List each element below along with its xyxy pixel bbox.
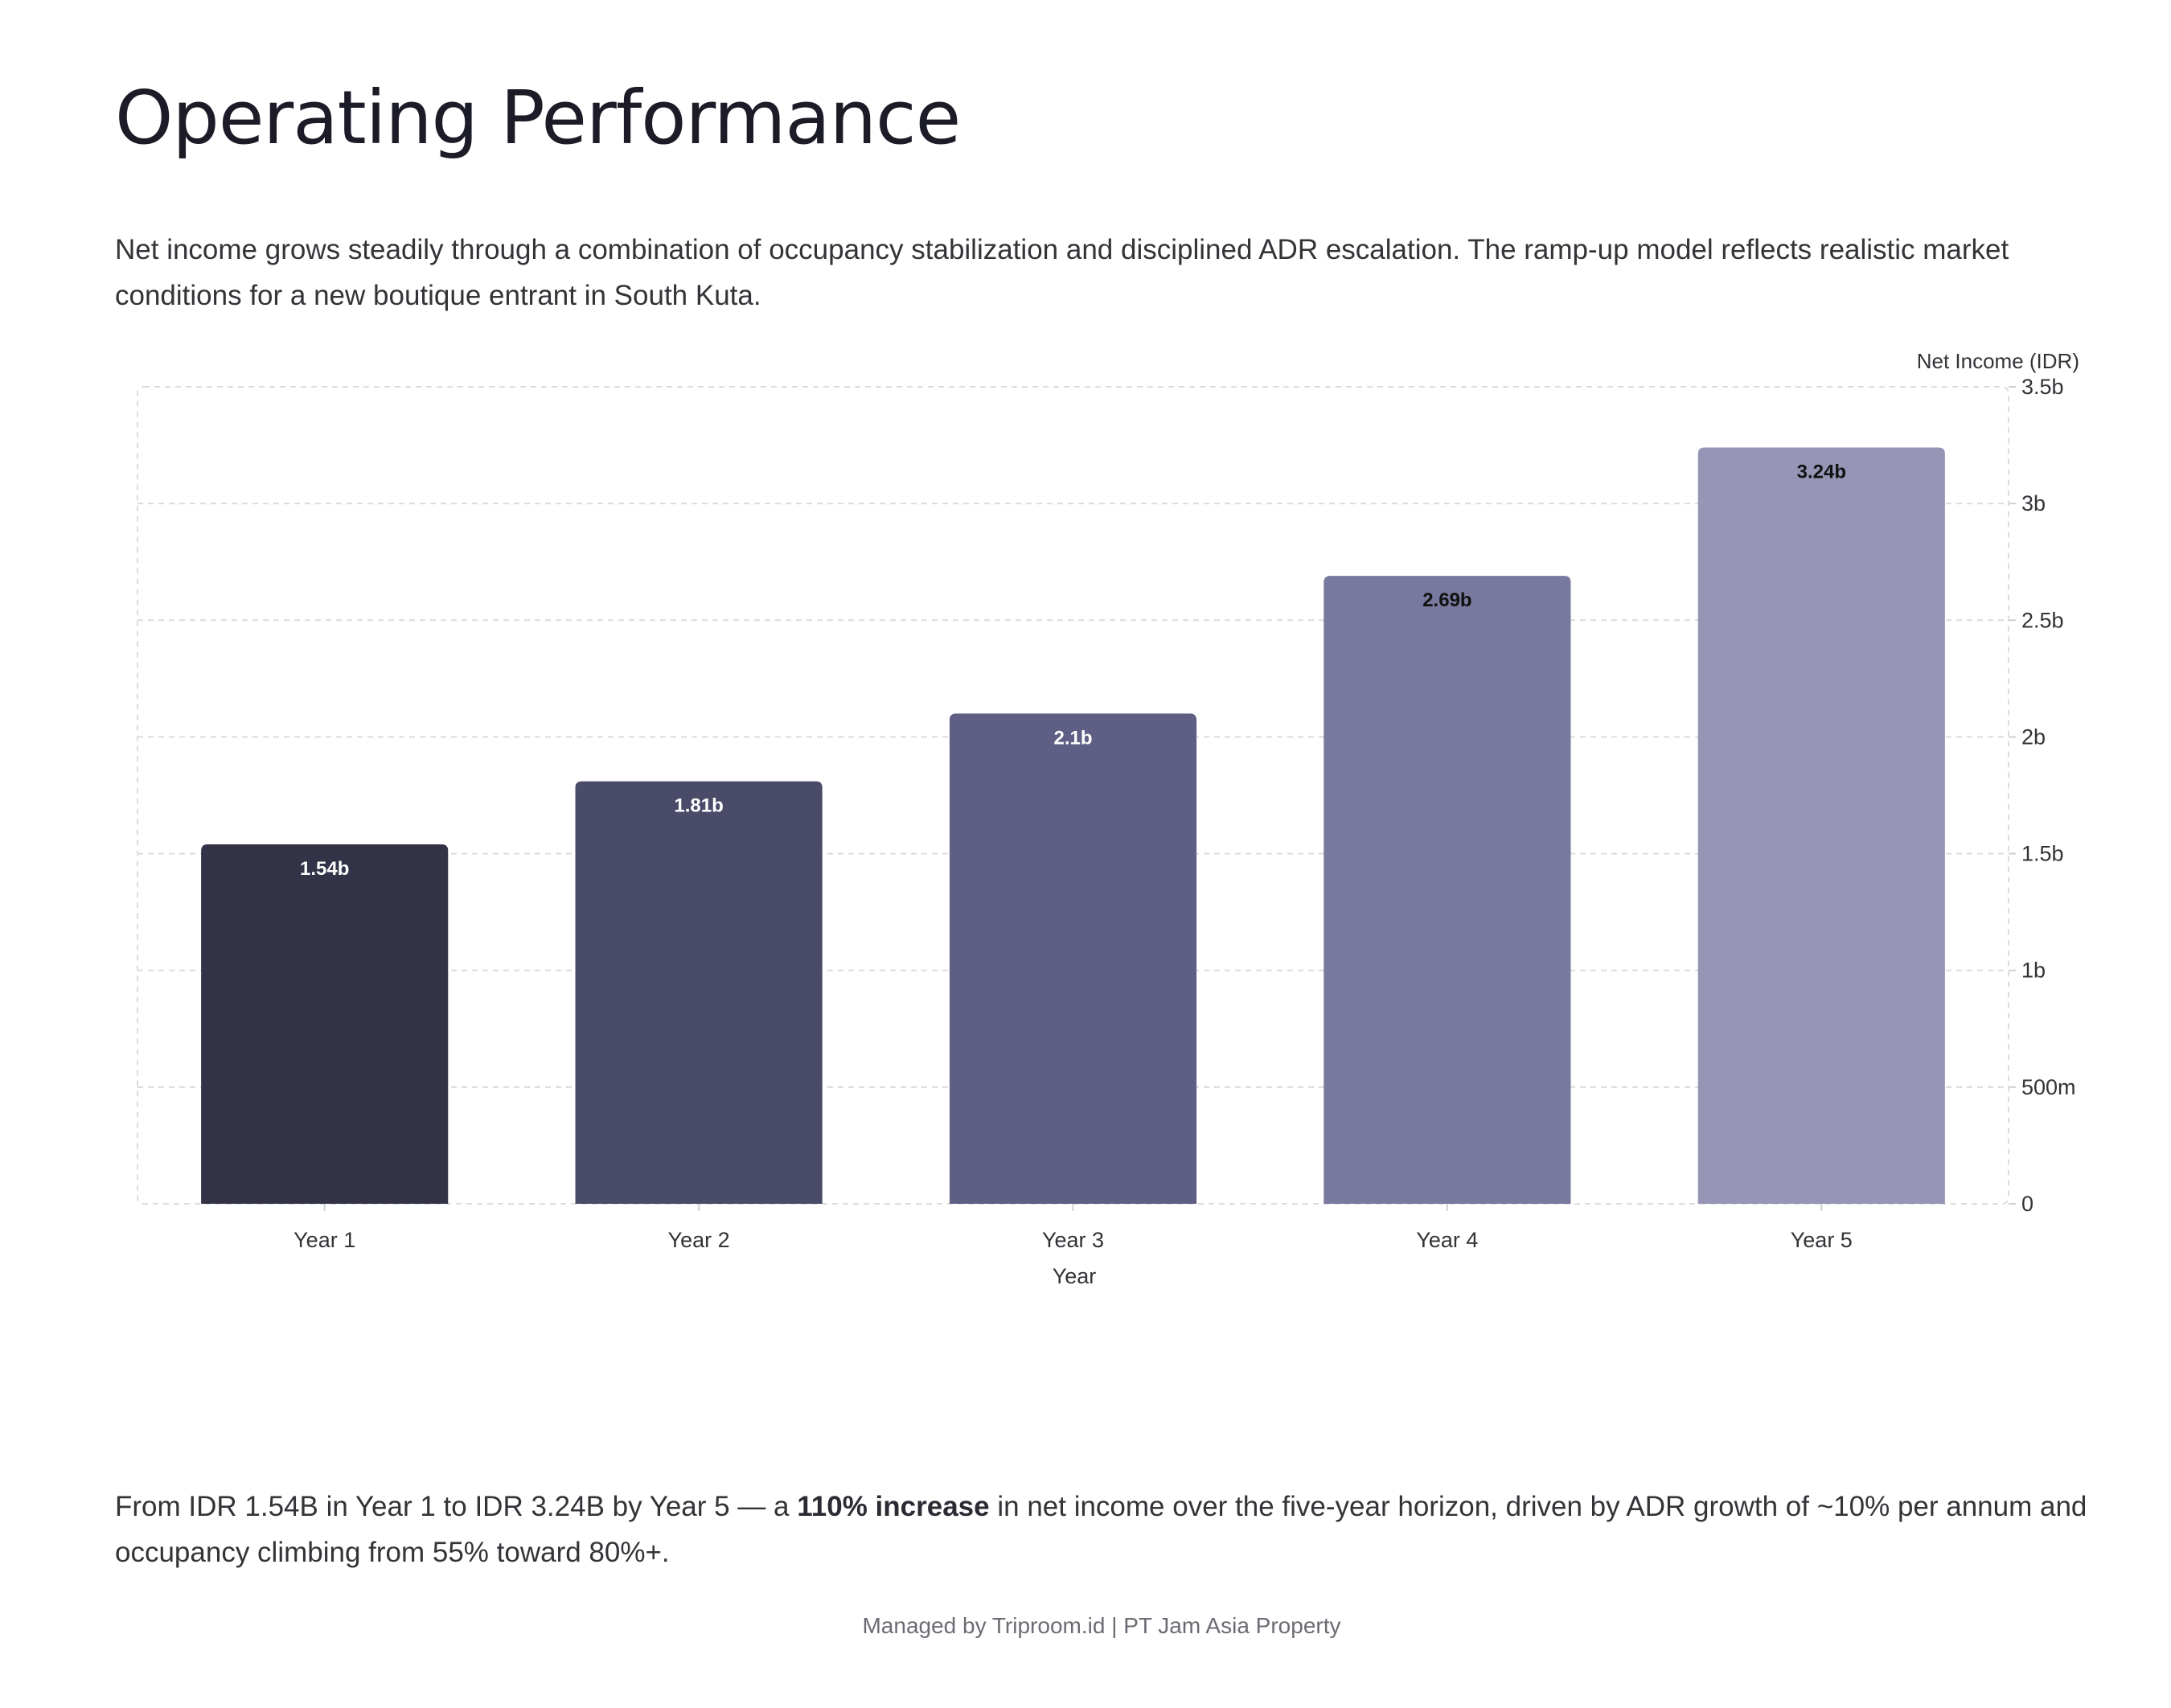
x-tick-label: Year 3 <box>1042 1228 1104 1252</box>
bar-data-label: 2.69b <box>1422 589 1471 611</box>
bar <box>949 713 1197 1204</box>
summary-text-end: in net income over the five-year horizon… <box>115 1491 2087 1568</box>
bar <box>1697 447 1945 1204</box>
y-tick-label: 1.5b <box>2021 842 2064 866</box>
bar-data-label: 3.24b <box>1797 461 1846 482</box>
x-axis-ticks: Year 1 Year 2 Year 3 Year 4 Year 5 <box>293 1204 1853 1252</box>
summary-highlight: 110% increase <box>797 1491 990 1522</box>
x-tick-label: Year 1 <box>293 1228 355 1252</box>
y-axis-ticks: 0 500m 1b 1.5b 2b 2.5b 3b 3.5b <box>2009 375 2076 1216</box>
bar-data-label: 1.81b <box>674 795 723 817</box>
intro-paragraph: Net income grows steadily through a comb… <box>115 234 2009 311</box>
y-tick-label: 3b <box>2021 491 2046 515</box>
summary-text-start: From IDR 1.54B in Year 1 to IDR 3.24B by… <box>115 1491 798 1522</box>
y-tick-label: 1b <box>2021 959 2046 983</box>
page-title: Operating Performance <box>115 75 961 161</box>
summary-paragraph: From IDR 1.54B in Year 1 to IDR 3.24B by… <box>115 1484 2109 1575</box>
chart-bars: 1.54b 1.81b 2.1b 2.69b 3.24b <box>201 447 1945 1204</box>
bar-data-label: 1.54b <box>300 858 349 880</box>
bar <box>201 844 449 1204</box>
y-tick-label: 0 <box>2021 1192 2034 1216</box>
y-tick-label: 500m <box>2021 1075 2076 1099</box>
net-income-bar-chart: 1.54b 1.81b 2.1b 2.69b 3.24b 0 500m 1b 1.5b 2b 2.… <box>137 349 2079 1288</box>
x-tick-label: Year 2 <box>668 1228 730 1252</box>
y-axis-title: Net Income (IDR) <box>1917 349 2079 373</box>
footer-credit: Managed by Triproom.id | PT Jam Asia Pro… <box>862 1613 1341 1638</box>
bar-data-label: 2.1b <box>1053 727 1092 749</box>
x-tick-label: Year 5 <box>1791 1228 1853 1252</box>
y-tick-label: 3.5b <box>2021 375 2064 399</box>
y-tick-label: 2.5b <box>2021 608 2064 632</box>
bar <box>575 781 823 1204</box>
bar <box>1324 576 1571 1204</box>
y-tick-label: 2b <box>2021 725 2046 749</box>
x-tick-label: Year 4 <box>1416 1228 1478 1252</box>
x-axis-title: Year <box>1053 1264 1097 1288</box>
